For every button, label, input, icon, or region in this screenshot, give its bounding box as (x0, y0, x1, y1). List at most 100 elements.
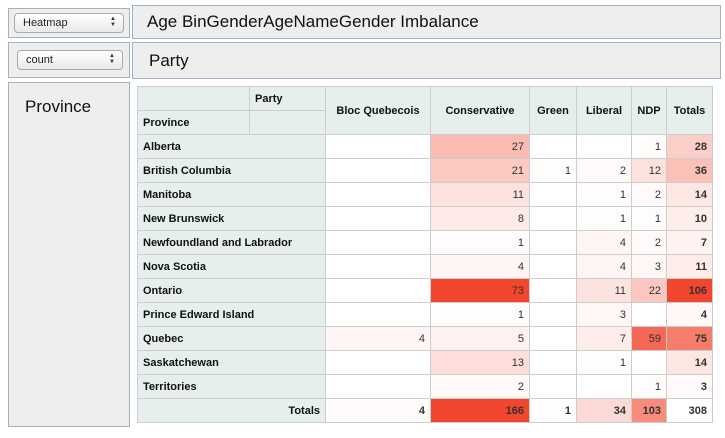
attribute-label[interactable]: Name (293, 12, 339, 31)
row-label: New Brunswick (137, 206, 326, 231)
table-row: Ontario 73 11 22 106 (137, 278, 713, 303)
row-total: 10 (666, 206, 713, 231)
aggregator-select[interactable]: count ▲ ▼ (17, 50, 123, 70)
attribute-label[interactable]: Gender (206, 12, 264, 31)
value-cell (529, 182, 577, 207)
attribute-label[interactable]: Party (149, 50, 189, 70)
value-cell (325, 302, 431, 327)
col-header: Green (529, 86, 577, 135)
value-cell (631, 350, 667, 375)
value-cell: 4 (325, 326, 431, 351)
row-attr-label: Province (137, 110, 250, 135)
col-total: 4 (325, 398, 431, 423)
renderer-select-value: Heatmap (23, 17, 68, 29)
col-total: 34 (576, 398, 632, 423)
attribute-label[interactable]: Province (25, 97, 92, 116)
col-total: 166 (430, 398, 530, 423)
value-cell: 59 (631, 326, 667, 351)
table-row: Saskatchewan 13 1 14 (137, 350, 713, 375)
value-cell (325, 206, 431, 231)
row-label: Prince Edward Island (137, 302, 326, 327)
select-arrows-icon: ▲ ▼ (110, 16, 116, 28)
value-cell (529, 254, 577, 279)
rows-area[interactable]: Province (8, 82, 130, 427)
table-row: Alberta 27 1 28 (137, 134, 713, 159)
col-header: Bloc Quebecois (325, 86, 431, 135)
value-cell: 21 (430, 158, 530, 183)
row-label: Alberta (137, 134, 326, 159)
col-total: 103 (631, 398, 667, 423)
row-total: 106 (666, 278, 713, 303)
value-cell (576, 374, 632, 399)
value-cell (325, 374, 431, 399)
value-cell: 27 (430, 134, 530, 159)
renderer-panel: Heatmap ▲ ▼ (8, 8, 130, 38)
row-total: 14 (666, 350, 713, 375)
row-label: Territories (137, 374, 326, 399)
col-attr-label: Party (249, 86, 326, 111)
aggregator-select-value: count (26, 54, 53, 66)
value-cell: 13 (430, 350, 530, 375)
totals-header: Totals (666, 86, 713, 135)
value-cell: 1 (631, 134, 667, 159)
table-row: New Brunswick 8 1 1 10 (137, 206, 713, 231)
col-header: NDP (631, 86, 667, 135)
value-cell: 1 (631, 374, 667, 399)
value-cell: 1 (576, 182, 632, 207)
value-cell: 8 (430, 206, 530, 231)
value-cell (529, 350, 577, 375)
value-cell (529, 374, 577, 399)
table-row: Newfoundland and Labrador 1 4 2 7 (137, 230, 713, 255)
value-cell: 7 (576, 326, 632, 351)
row-label: Newfoundland and Labrador (137, 230, 326, 255)
value-cell (576, 134, 632, 159)
row-label: Manitoba (137, 182, 326, 207)
value-cell: 2 (631, 230, 667, 255)
row-total: 14 (666, 182, 713, 207)
value-cell: 3 (631, 254, 667, 279)
value-cell: 1 (529, 158, 577, 183)
row-label: Quebec (137, 326, 326, 351)
totals-row: Totals 4 166 1 34 103 308 (137, 398, 713, 423)
totals-row-label: Totals (137, 398, 326, 423)
value-cell (529, 206, 577, 231)
row-label: British Columbia (137, 158, 326, 183)
attribute-label[interactable]: Age (263, 12, 294, 31)
header-spacer (249, 110, 326, 135)
row-total: 11 (666, 254, 713, 279)
value-cell (325, 134, 431, 159)
value-cell (529, 230, 577, 255)
value-cell (529, 302, 577, 327)
value-cell: 4 (430, 254, 530, 279)
unused-attributes-area[interactable]: Age Bin Gender Age Name Gender Imbalance (132, 5, 721, 39)
value-cell: 1 (430, 230, 530, 255)
attribute-label[interactable]: Gender Imbalance (338, 12, 479, 31)
value-cell (529, 278, 577, 303)
value-cell: 12 (631, 158, 667, 183)
table-row: Nova Scotia 4 4 3 11 (137, 254, 713, 279)
value-cell (325, 158, 431, 183)
value-cell (325, 182, 431, 207)
row-label: Ontario (137, 278, 326, 303)
row-total: 28 (666, 134, 713, 159)
value-cell (529, 134, 577, 159)
cols-area[interactable]: Party (132, 42, 721, 79)
value-cell: 11 (430, 182, 530, 207)
value-cell (325, 254, 431, 279)
row-total: 75 (666, 326, 713, 351)
value-cell: 73 (430, 278, 530, 303)
value-cell: 5 (430, 326, 530, 351)
aggregator-panel: count ▲ ▼ (8, 42, 130, 78)
row-total: 7 (666, 230, 713, 255)
col-header: Liberal (576, 86, 632, 135)
col-total: 1 (529, 398, 577, 423)
value-cell (325, 350, 431, 375)
col-header: Conservative (430, 86, 530, 135)
renderer-select[interactable]: Heatmap ▲ ▼ (14, 13, 124, 33)
header-corner (137, 86, 250, 111)
attribute-label[interactable]: Age Bin (147, 12, 207, 31)
value-cell: 3 (576, 302, 632, 327)
value-cell (325, 278, 431, 303)
value-cell: 11 (576, 278, 632, 303)
value-cell: 1 (430, 302, 530, 327)
